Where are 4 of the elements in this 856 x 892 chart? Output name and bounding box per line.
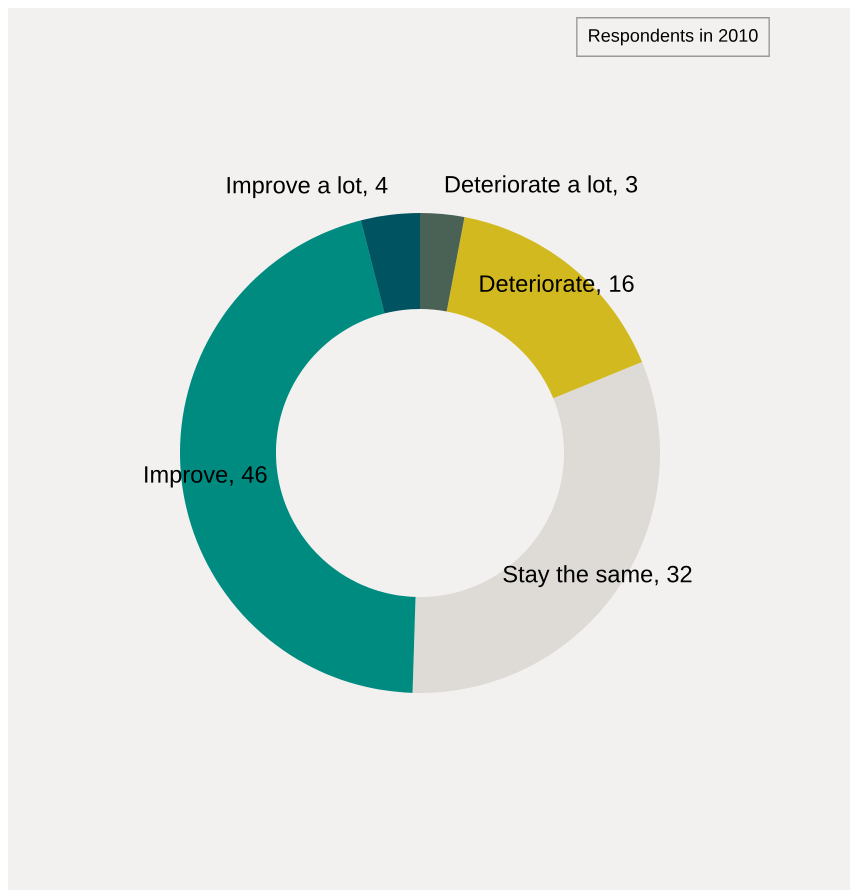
data-label: Deteriorate a lot, 3 <box>446 175 638 196</box>
chart-title: Respondents in 2010 <box>589 28 758 46</box>
data-label: Stay the same, 32 <box>503 565 692 588</box>
data-label: Improve a lot, 4 <box>228 176 388 198</box>
